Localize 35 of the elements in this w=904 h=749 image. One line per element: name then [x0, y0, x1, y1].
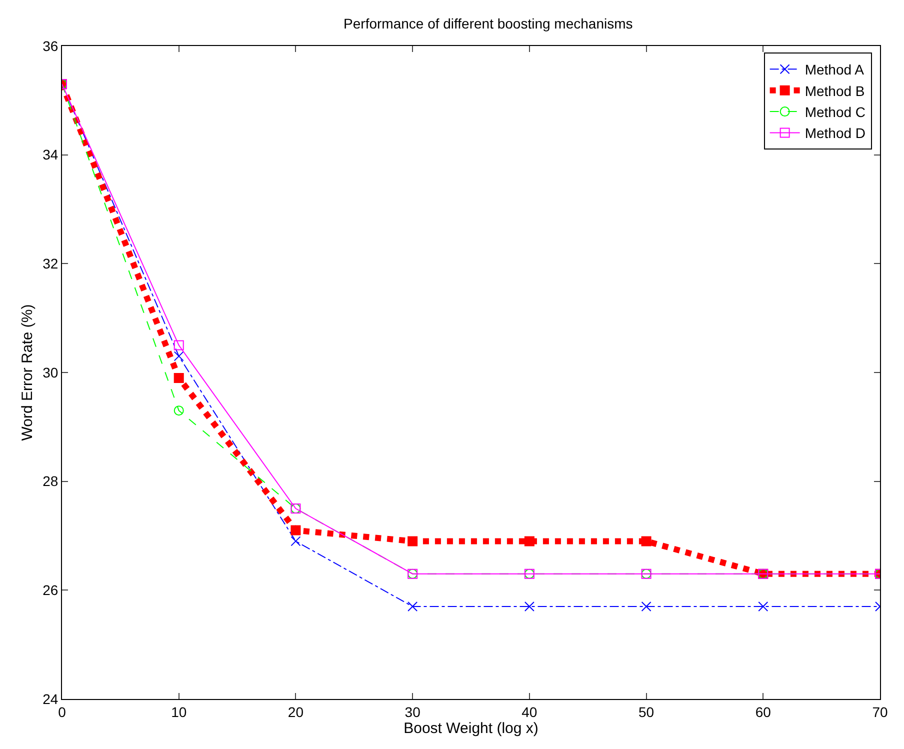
y-tick-label: 34 [42, 146, 58, 163]
legend-label: Method A [804, 62, 865, 78]
legend-label: Method D [804, 125, 866, 142]
y-tick-label: 24 [42, 690, 58, 707]
point [174, 340, 184, 350]
point [290, 525, 301, 536]
point [290, 536, 301, 546]
point [408, 536, 418, 546]
point [408, 601, 418, 612]
x-tick-label: 40 [522, 704, 538, 720]
chart-title: Performance of different boosting mechanisms [344, 16, 633, 32]
y-tick-label: 28 [42, 473, 58, 490]
x-tick-label: 60 [755, 704, 772, 720]
x-tick-label: 20 [288, 704, 304, 720]
point [641, 536, 652, 546]
point [758, 601, 768, 612]
y-tick-label: 26 [42, 582, 58, 598]
x-tick-label: 10 [171, 704, 187, 720]
y-tick-label: 32 [42, 256, 58, 272]
legend-label: Method C [804, 104, 866, 120]
x-tick-label: 50 [638, 704, 654, 720]
x-tick-label: 0 [58, 704, 66, 720]
legend-label: Method B [804, 82, 865, 99]
point [174, 351, 184, 362]
point [174, 406, 184, 416]
y-tick-label: 36 [42, 38, 58, 54]
point [174, 372, 184, 383]
x-axis-title: Boost Weight (log x) [404, 720, 538, 737]
x-tick-label: 70 [872, 704, 888, 720]
point [524, 536, 534, 546]
y-tick-label: 30 [42, 364, 58, 380]
point [524, 601, 534, 612]
y-axis-title: Word Error Rate (%) [18, 304, 36, 441]
point [641, 601, 652, 612]
x-tick-label: 30 [404, 704, 421, 720]
